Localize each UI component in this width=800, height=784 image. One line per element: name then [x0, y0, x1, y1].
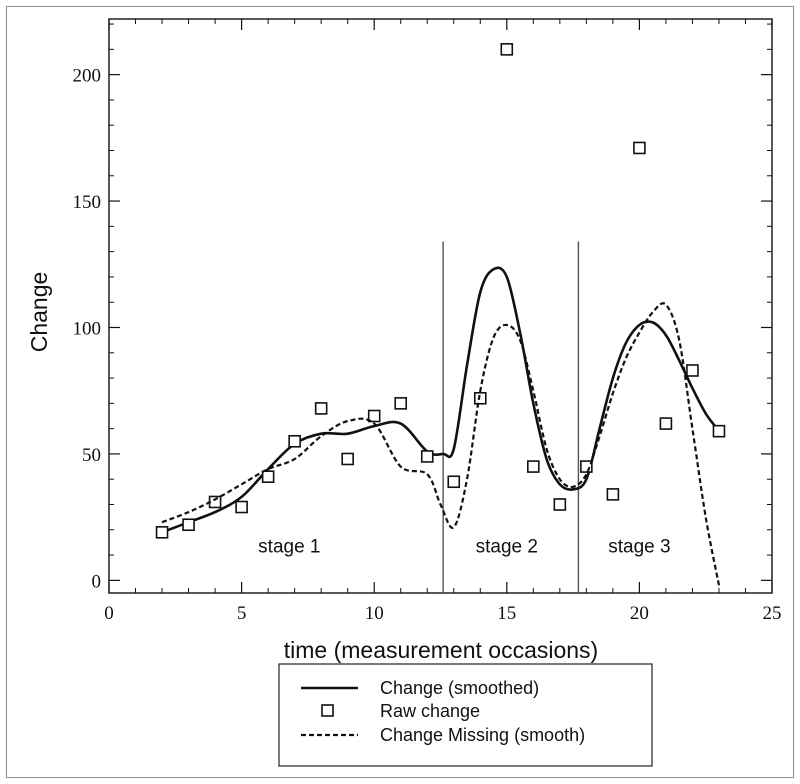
x-tick-label: 5	[237, 603, 247, 624]
raw-change-marker	[314, 402, 328, 415]
raw-change-marker	[633, 141, 646, 155]
plot-frame	[108, 18, 773, 594]
y-tick-label: 100	[73, 318, 102, 339]
raw-change-marker	[553, 498, 567, 511]
y-tick-label: 50	[82, 445, 101, 466]
raw-change-marker	[288, 434, 301, 448]
stage-label-2: stage 2	[476, 537, 538, 558]
y-tick-label: 150	[73, 192, 102, 213]
raw-change-marker	[420, 450, 434, 463]
raw-change-marker	[341, 452, 354, 466]
raw-change-marker	[208, 495, 222, 509]
x-tick-label: 10	[365, 603, 384, 624]
raw-change-marker	[500, 43, 514, 56]
raw-change-marker	[527, 460, 540, 473]
figure-frame	[6, 6, 794, 778]
raw-change-marker	[182, 518, 195, 532]
raw-change-marker	[712, 424, 726, 438]
x-tick-label: 20	[630, 603, 649, 624]
raw-change-marker	[155, 526, 169, 539]
x-axis-title: time (measurement occasions)	[284, 637, 598, 663]
x-tick-label: 0	[104, 603, 114, 624]
y-tick-label: 0	[92, 571, 102, 592]
raw-change-marker	[686, 364, 699, 377]
y-tick-label: 200	[73, 66, 102, 87]
change-smoothed-line	[161, 266, 721, 534]
legend-label-smoothed: Change (smoothed)	[380, 678, 539, 698]
stage-label-1: stage 1	[258, 537, 320, 558]
raw-change-marker	[659, 417, 673, 430]
raw-change-marker	[473, 391, 487, 405]
legend-label-missing: Change Missing (smooth)	[380, 725, 585, 745]
raw-change-marker	[447, 475, 461, 489]
legend-label-raw: Raw change	[380, 701, 480, 721]
raw-change-marker	[261, 470, 275, 483]
raw-change-marker	[394, 397, 408, 410]
legend-box	[278, 663, 653, 767]
change-missing-smooth-line	[161, 302, 721, 586]
raw-change-marker	[580, 460, 593, 473]
raw-change-marker	[367, 409, 381, 423]
legend: Change (smoothed) Raw change Change Miss…	[278, 663, 653, 767]
plot-area: 0 5 10 15 20 25 0 50 100 150 200 stage 1 stage 2 stag…	[73, 18, 782, 624]
y-axis-title: Change	[26, 272, 52, 353]
stage-label-3: stage 3	[608, 537, 670, 558]
x-tick-label: 25	[763, 603, 782, 624]
legend-square-marker-swatch	[321, 704, 334, 717]
raw-change-marker	[235, 500, 248, 514]
raw-change-marker	[606, 488, 620, 501]
x-tick-label: 15	[497, 603, 516, 624]
